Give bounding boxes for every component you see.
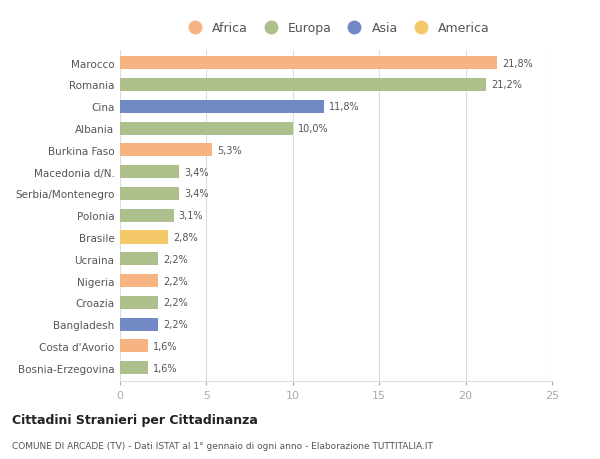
Bar <box>120 231 169 244</box>
Bar <box>120 166 179 179</box>
Text: 2,8%: 2,8% <box>173 232 198 242</box>
Text: 2,2%: 2,2% <box>163 254 188 264</box>
Text: 5,3%: 5,3% <box>217 146 241 156</box>
Text: 21,8%: 21,8% <box>502 59 533 68</box>
Bar <box>120 187 179 201</box>
Text: 2,2%: 2,2% <box>163 319 188 330</box>
Bar <box>120 144 212 157</box>
Bar <box>120 253 158 266</box>
Text: 2,2%: 2,2% <box>163 276 188 286</box>
Text: 1,6%: 1,6% <box>153 363 178 373</box>
Text: 1,6%: 1,6% <box>153 341 178 351</box>
Bar <box>120 318 158 331</box>
Text: 3,1%: 3,1% <box>179 211 203 221</box>
Text: 11,8%: 11,8% <box>329 102 360 112</box>
Text: 3,4%: 3,4% <box>184 189 208 199</box>
Bar <box>120 274 158 287</box>
Text: 2,2%: 2,2% <box>163 298 188 308</box>
Bar <box>120 57 497 70</box>
Bar <box>120 79 487 92</box>
Text: 21,2%: 21,2% <box>491 80 523 90</box>
Bar <box>120 361 148 375</box>
Text: 10,0%: 10,0% <box>298 124 329 134</box>
Text: COMUNE DI ARCADE (TV) - Dati ISTAT al 1° gennaio di ogni anno - Elaborazione TUT: COMUNE DI ARCADE (TV) - Dati ISTAT al 1°… <box>12 441 433 450</box>
Bar <box>120 340 148 353</box>
Bar <box>120 209 173 222</box>
Legend: Africa, Europa, Asia, America: Africa, Europa, Asia, America <box>179 20 493 38</box>
Bar <box>120 122 293 135</box>
Bar <box>120 296 158 309</box>
Bar <box>120 101 324 113</box>
Text: 3,4%: 3,4% <box>184 167 208 177</box>
Text: Cittadini Stranieri per Cittadinanza: Cittadini Stranieri per Cittadinanza <box>12 413 258 426</box>
